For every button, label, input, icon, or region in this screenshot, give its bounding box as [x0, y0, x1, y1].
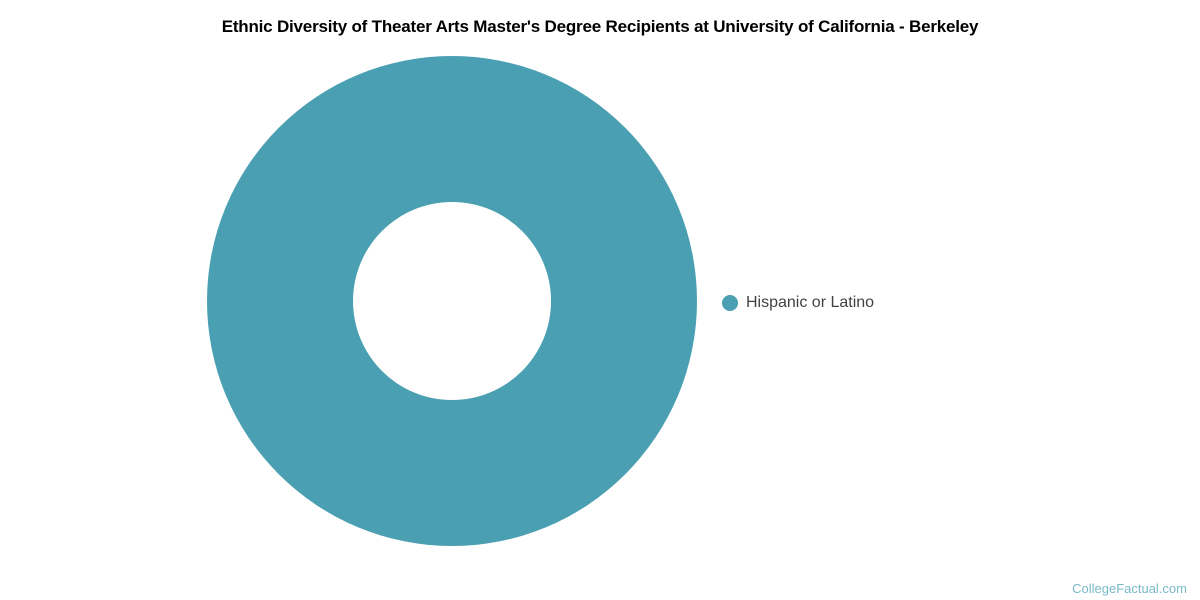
- donut-chart[interactable]: [207, 56, 697, 546]
- legend-item[interactable]: Hispanic or Latino: [722, 293, 874, 313]
- legend-label: Hispanic or Latino: [746, 294, 875, 311]
- donut-hole: [353, 202, 551, 400]
- watermark: CollegeFactual.com: [1072, 581, 1187, 596]
- legend: Hispanic or Latino: [722, 293, 874, 313]
- legend-marker-icon: [722, 295, 738, 311]
- chart-title: Ethnic Diversity of Theater Arts Master'…: [221, 17, 979, 36]
